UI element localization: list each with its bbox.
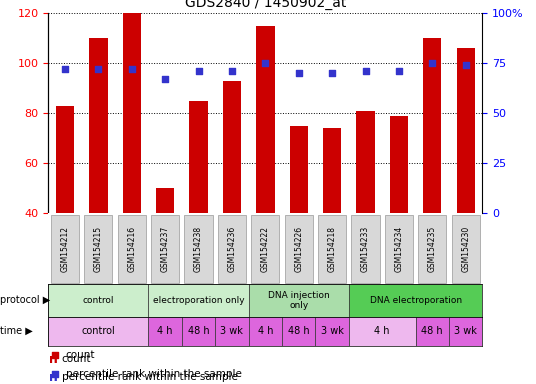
Text: control: control bbox=[83, 296, 114, 305]
Bar bbox=[184, 215, 213, 283]
Text: 3 wk: 3 wk bbox=[220, 326, 243, 336]
Bar bbox=[249, 317, 282, 346]
Text: GSM154212: GSM154212 bbox=[61, 226, 70, 271]
Text: GSM154233: GSM154233 bbox=[361, 225, 370, 272]
Bar bbox=[282, 317, 315, 346]
Bar bbox=[251, 215, 279, 283]
Bar bbox=[56, 106, 74, 213]
Bar bbox=[385, 215, 413, 283]
Text: DNA electroporation: DNA electroporation bbox=[369, 296, 461, 305]
Text: electroporation only: electroporation only bbox=[153, 296, 244, 305]
Bar bbox=[349, 317, 415, 346]
Text: 48 h: 48 h bbox=[421, 326, 443, 336]
Point bbox=[428, 60, 437, 66]
Text: GSM154216: GSM154216 bbox=[127, 225, 136, 272]
Point bbox=[61, 66, 69, 73]
Point bbox=[50, 352, 59, 358]
Text: 48 h: 48 h bbox=[188, 326, 210, 336]
Bar bbox=[48, 317, 148, 346]
Text: GSM154226: GSM154226 bbox=[294, 225, 303, 272]
Text: GSM154222: GSM154222 bbox=[261, 226, 270, 271]
Bar bbox=[415, 317, 449, 346]
Text: 4 h: 4 h bbox=[375, 326, 390, 336]
Bar bbox=[315, 317, 349, 346]
Text: n: n bbox=[49, 371, 58, 384]
Bar bbox=[89, 38, 108, 213]
Point bbox=[128, 66, 136, 73]
Bar bbox=[423, 38, 442, 213]
Point bbox=[194, 68, 203, 74]
Text: GSM154236: GSM154236 bbox=[227, 225, 236, 272]
Text: 4 h: 4 h bbox=[158, 326, 173, 336]
Bar bbox=[318, 215, 346, 283]
Point bbox=[461, 62, 470, 68]
Bar bbox=[452, 215, 480, 283]
Title: GDS2840 / 1450902_at: GDS2840 / 1450902_at bbox=[184, 0, 346, 10]
Text: time ▶: time ▶ bbox=[0, 326, 33, 336]
Text: count: count bbox=[62, 354, 91, 364]
Bar bbox=[156, 188, 174, 213]
Point bbox=[161, 76, 169, 83]
Bar bbox=[449, 317, 482, 346]
Bar bbox=[182, 317, 215, 346]
Bar bbox=[223, 81, 241, 213]
Bar bbox=[390, 116, 408, 213]
Bar bbox=[218, 215, 246, 283]
Point bbox=[228, 68, 236, 74]
Bar bbox=[457, 48, 475, 213]
Bar bbox=[148, 284, 249, 317]
Bar bbox=[349, 284, 482, 317]
Text: percentile rank within the sample: percentile rank within the sample bbox=[62, 372, 237, 382]
Bar bbox=[356, 111, 375, 213]
Text: GSM154218: GSM154218 bbox=[327, 226, 337, 271]
Text: GSM154215: GSM154215 bbox=[94, 225, 103, 272]
Bar bbox=[256, 26, 274, 213]
Text: n: n bbox=[49, 353, 58, 366]
Bar bbox=[323, 128, 341, 213]
Bar bbox=[289, 126, 308, 213]
Bar bbox=[151, 215, 179, 283]
Bar bbox=[285, 215, 312, 283]
Text: percentile rank within the sample: percentile rank within the sample bbox=[65, 369, 242, 379]
Text: GSM154238: GSM154238 bbox=[194, 225, 203, 272]
Text: 3 wk: 3 wk bbox=[455, 326, 477, 336]
Text: control: control bbox=[81, 326, 115, 336]
Bar bbox=[123, 13, 141, 213]
Text: protocol ▶: protocol ▶ bbox=[0, 295, 50, 306]
Point bbox=[394, 68, 403, 74]
Bar bbox=[418, 215, 446, 283]
Bar bbox=[352, 215, 379, 283]
Point bbox=[261, 60, 270, 66]
Text: 48 h: 48 h bbox=[288, 326, 309, 336]
Text: 3 wk: 3 wk bbox=[321, 326, 344, 336]
Bar bbox=[215, 317, 249, 346]
Point bbox=[294, 70, 303, 76]
Text: DNA injection
only: DNA injection only bbox=[268, 291, 330, 310]
Text: GSM154234: GSM154234 bbox=[394, 225, 404, 272]
Text: GSM154237: GSM154237 bbox=[161, 225, 169, 272]
Bar bbox=[249, 284, 349, 317]
Point bbox=[50, 371, 59, 377]
Bar bbox=[118, 215, 146, 283]
Text: 4 h: 4 h bbox=[258, 326, 273, 336]
Bar bbox=[148, 317, 182, 346]
Point bbox=[361, 68, 370, 74]
Point bbox=[94, 66, 102, 73]
Text: count: count bbox=[65, 350, 95, 360]
Bar bbox=[189, 101, 208, 213]
Point bbox=[328, 70, 337, 76]
Text: GSM154235: GSM154235 bbox=[428, 225, 437, 272]
Bar bbox=[51, 215, 79, 283]
Bar bbox=[48, 284, 148, 317]
Bar bbox=[84, 215, 113, 283]
Text: GSM154230: GSM154230 bbox=[461, 225, 470, 272]
